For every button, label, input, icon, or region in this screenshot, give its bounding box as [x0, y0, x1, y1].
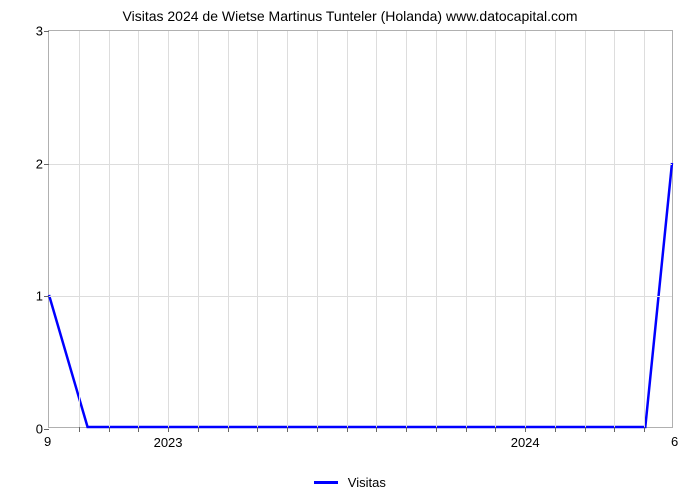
y-tick-mark: [44, 429, 49, 430]
y-tick-mark: [44, 31, 49, 32]
y-tick-label: 1: [36, 289, 43, 304]
gridline-v: [257, 31, 258, 427]
gridline-v: [406, 31, 407, 427]
x-tick-mark: [406, 427, 407, 432]
gridline-v: [466, 31, 467, 427]
y-tick-mark: [44, 296, 49, 297]
x-tick-mark: [138, 427, 139, 432]
legend-label: Visitas: [348, 475, 386, 490]
x-tick-mark: [109, 427, 110, 432]
gridline-v: [79, 31, 80, 427]
x-tick-mark: [79, 427, 80, 432]
line-series: [49, 31, 672, 427]
legend: Visitas: [0, 474, 700, 490]
gridline-h: [49, 164, 672, 165]
y-tick-label: 0: [36, 422, 43, 437]
x-tick-mark: [168, 427, 169, 432]
legend-swatch: [314, 481, 338, 484]
x-axis-left-corner-label: 9: [44, 434, 51, 449]
x-tick-mark: [376, 427, 377, 432]
x-tick-mark: [287, 427, 288, 432]
gridline-v: [585, 31, 586, 427]
x-tick-mark: [257, 427, 258, 432]
gridline-v: [555, 31, 556, 427]
plot-area: 012320232024: [48, 30, 673, 428]
x-tick-mark: [585, 427, 586, 432]
x-tick-mark: [317, 427, 318, 432]
x-tick-mark: [466, 427, 467, 432]
x-year-label: 2023: [154, 435, 183, 450]
gridline-h: [49, 296, 672, 297]
gridline-v: [614, 31, 615, 427]
x-tick-mark: [555, 427, 556, 432]
x-tick-mark: [525, 427, 526, 432]
chart-title: Visitas 2024 de Wietse Martinus Tunteler…: [0, 8, 700, 24]
gridline-v: [495, 31, 496, 427]
gridline-v: [138, 31, 139, 427]
x-tick-mark: [495, 427, 496, 432]
gridline-v: [376, 31, 377, 427]
gridline-v: [198, 31, 199, 427]
gridline-v: [168, 31, 169, 427]
y-tick-label: 3: [36, 24, 43, 39]
gridline-v: [228, 31, 229, 427]
x-year-label: 2024: [511, 435, 540, 450]
gridline-v: [287, 31, 288, 427]
x-tick-mark: [347, 427, 348, 432]
y-tick-mark: [44, 164, 49, 165]
x-axis-right-corner-label: 6: [671, 434, 678, 449]
gridline-v: [109, 31, 110, 427]
gridline-v: [525, 31, 526, 427]
x-tick-mark: [228, 427, 229, 432]
x-tick-mark: [614, 427, 615, 432]
y-tick-label: 2: [36, 156, 43, 171]
x-tick-mark: [436, 427, 437, 432]
x-tick-mark: [198, 427, 199, 432]
gridline-v: [317, 31, 318, 427]
gridline-v: [644, 31, 645, 427]
x-tick-mark: [644, 427, 645, 432]
visits-chart: Visitas 2024 de Wietse Martinus Tunteler…: [0, 0, 700, 500]
gridline-v: [436, 31, 437, 427]
gridline-v: [347, 31, 348, 427]
